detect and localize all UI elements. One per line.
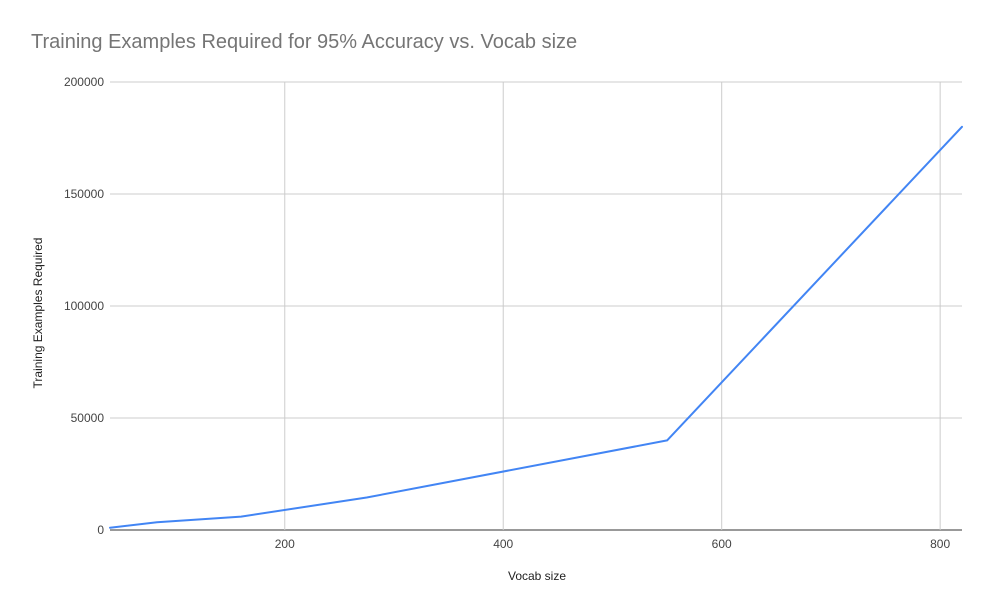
x-tick-label: 400 [493, 537, 513, 551]
x-axis-label: Vocab size [507, 569, 567, 583]
y-tick-label: 100000 [64, 299, 104, 313]
y-tick-label: 200000 [64, 75, 104, 89]
x-tick-label: 800 [930, 537, 950, 551]
x-tick-label: 200 [275, 537, 295, 551]
series-line [109, 125, 963, 529]
y-tick-label: 50000 [71, 411, 105, 425]
x-tick-label: 600 [712, 537, 732, 551]
y-tick-label: 150000 [64, 187, 104, 201]
series-lines [109, 125, 963, 529]
grid-lines [110, 81, 962, 531]
chart-title: Training Examples Required for 95% Accur… [31, 31, 578, 53]
y-tick-label: 0 [97, 523, 104, 537]
axis-ticks: 0 50000 100000 150000 200000 200 400 600 800 [64, 75, 951, 551]
